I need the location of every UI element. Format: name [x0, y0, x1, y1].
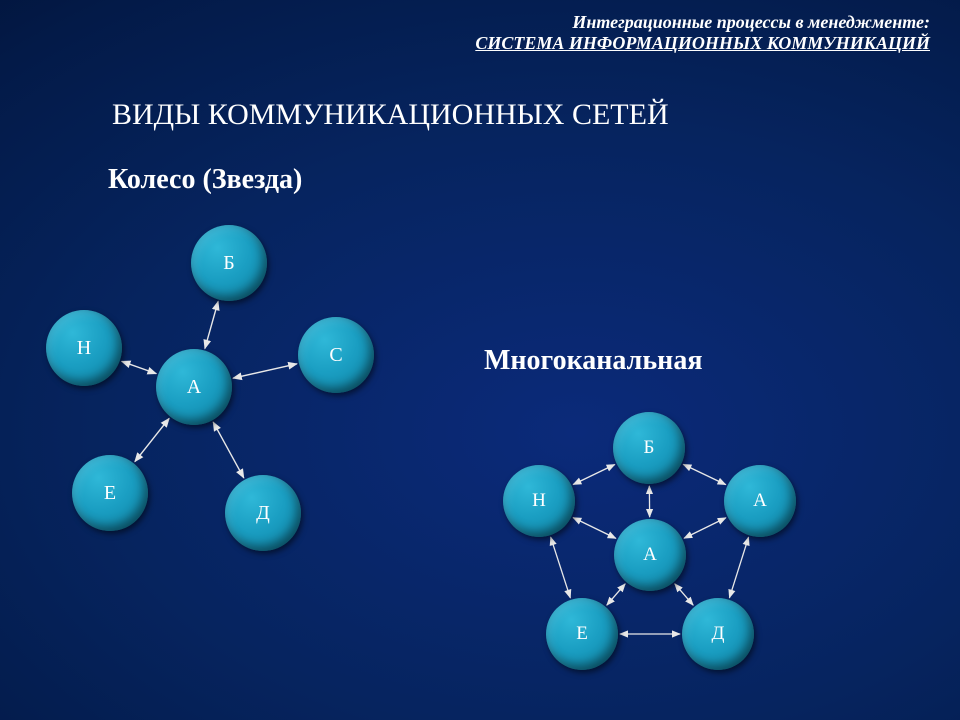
- node-multi-d: Д: [682, 598, 754, 670]
- node-star-a: А: [156, 349, 232, 425]
- edge: [684, 518, 726, 539]
- node-label: Б: [644, 437, 655, 459]
- node-star-c: С: [298, 317, 374, 393]
- edge: [122, 361, 157, 373]
- edge: [607, 584, 625, 605]
- node-label: А: [753, 490, 767, 512]
- edge: [683, 464, 725, 484]
- node-label: Е: [104, 482, 116, 505]
- node-label: Б: [223, 252, 234, 275]
- node-star-d: Д: [225, 475, 301, 551]
- node-multi-ac: А: [614, 519, 686, 591]
- node-multi-n: Н: [503, 465, 575, 537]
- node-label: А: [187, 376, 201, 399]
- edge: [573, 518, 616, 539]
- node-multi-a2: А: [724, 465, 796, 537]
- node-label: С: [329, 344, 342, 367]
- edge: [551, 537, 571, 598]
- node-multi-e: Е: [546, 598, 618, 670]
- edge: [573, 464, 615, 484]
- diagram-stage: А Б С Д Е Н А Б А Д Е Н: [0, 0, 960, 720]
- edges-layer: [0, 0, 960, 720]
- edge: [233, 364, 297, 378]
- node-label: Д: [256, 502, 270, 525]
- node-label: Н: [77, 337, 91, 360]
- node-label: Д: [712, 623, 725, 645]
- edge: [675, 584, 693, 605]
- edge: [213, 422, 244, 478]
- edge: [205, 301, 218, 348]
- node-label: Н: [532, 490, 546, 512]
- edge: [729, 537, 748, 598]
- edge: [135, 418, 169, 461]
- node-label: Е: [576, 623, 588, 645]
- node-star-n: Н: [46, 310, 122, 386]
- node-label: А: [643, 544, 657, 566]
- node-star-b: Б: [191, 225, 267, 301]
- node-multi-b: Б: [613, 412, 685, 484]
- node-star-e: Е: [72, 455, 148, 531]
